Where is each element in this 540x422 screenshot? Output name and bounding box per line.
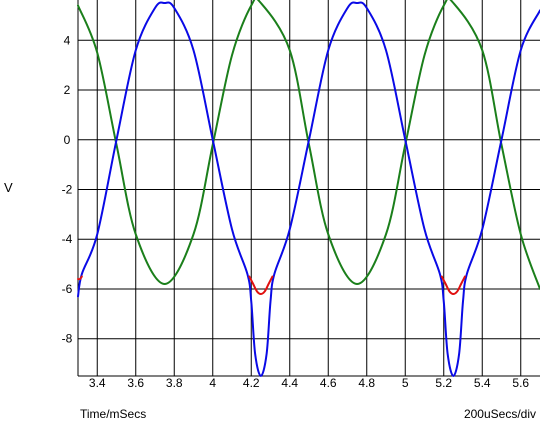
x-tick-label: 3.4 [89, 376, 106, 390]
x-tick-label: 3.8 [166, 376, 183, 390]
x-tick-label: 4.2 [243, 376, 260, 390]
x-tick-label: 5.2 [435, 376, 452, 390]
x-scale-note: 200uSecs/div [463, 407, 536, 421]
y-tick-label: 4 [64, 33, 71, 47]
series-green-line [77, 0, 540, 290]
series-red-segment [248, 275, 274, 295]
series-blue-line [77, 1, 540, 377]
y-tick-label: -2 [62, 183, 73, 197]
grid [77, 0, 540, 377]
y-tick-label: -6 [62, 282, 73, 296]
x-tick-label: 4.6 [320, 376, 337, 390]
x-tick-label: 4 [209, 376, 216, 390]
y-tick-label: -8 [62, 332, 73, 346]
series-layer [77, 0, 540, 377]
tick-labels: 3.4 3.6 3.8 4 4.2 4.4 4.6 4.8 5 5.2 5.4 5.6 4 2 0 -2 -4 -… [62, 33, 530, 390]
y-axis-label: V [4, 180, 13, 195]
x-axis-label: Time/mSecs [80, 407, 147, 421]
x-tick-label: 5 [402, 376, 409, 390]
x-tick-label: 5.6 [512, 376, 529, 390]
x-tick-label: 4.4 [281, 376, 298, 390]
x-tick-label: 4.8 [358, 376, 375, 390]
y-tick-label: 0 [64, 133, 71, 147]
series-red-segment [440, 275, 466, 295]
y-tick-label: -4 [62, 232, 73, 246]
y-tick-label: 2 [64, 83, 71, 97]
series-red-segment [77, 275, 83, 281]
x-tick-label: 3.6 [127, 376, 144, 390]
x-tick-label: 5.4 [474, 376, 491, 390]
